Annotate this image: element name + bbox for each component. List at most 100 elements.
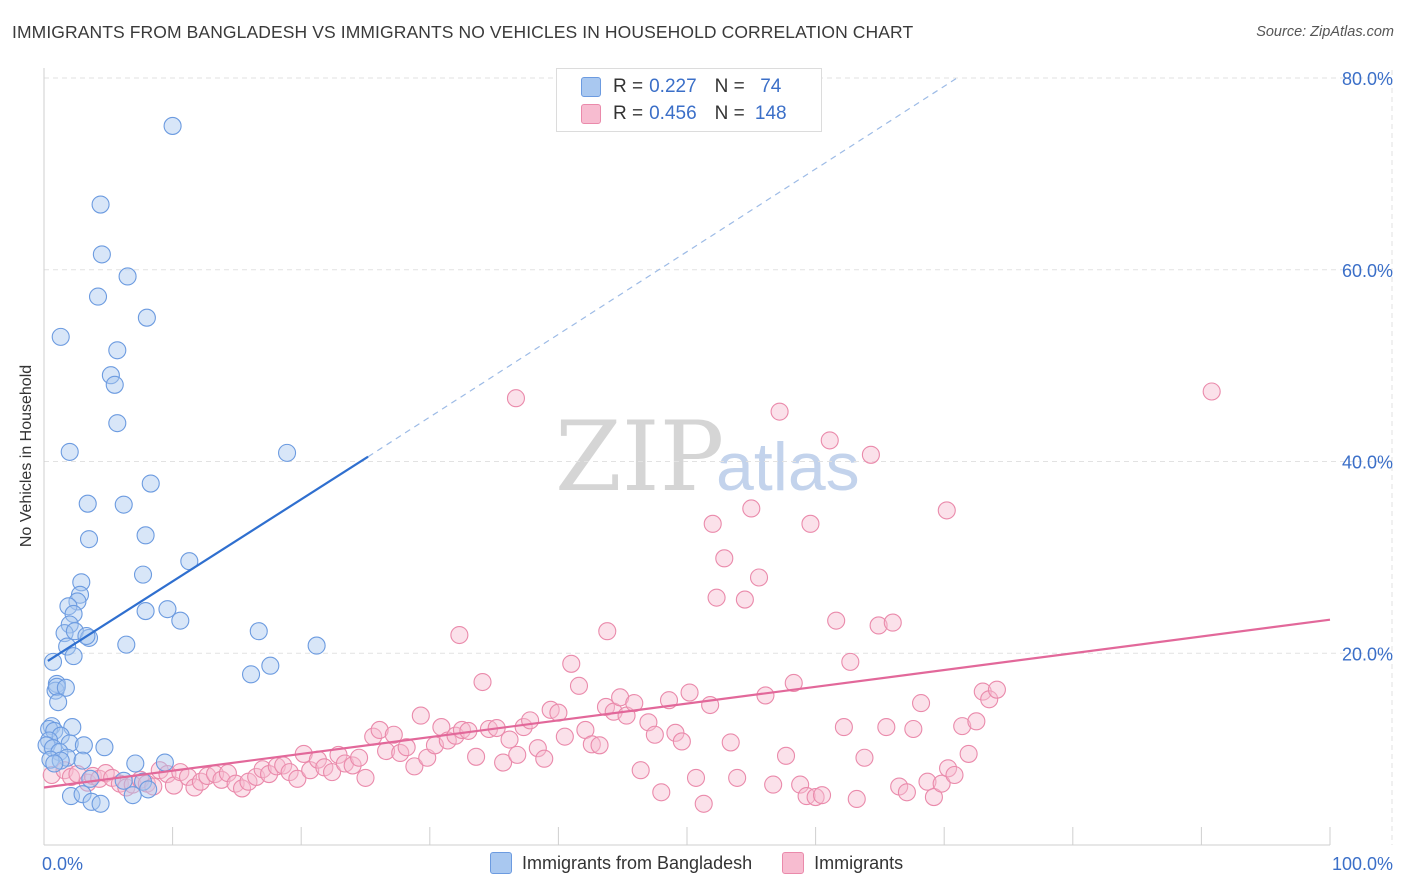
legend-row-immigrants: R = 0.456 N = 148: [581, 102, 791, 126]
r-label: R =: [613, 103, 644, 124]
point-bangladesh: [49, 693, 68, 712]
point-immigrants: [707, 588, 726, 607]
point-immigrants: [694, 794, 713, 813]
point-bangladesh: [91, 794, 110, 813]
n-value: 148: [754, 103, 787, 124]
point-bangladesh: [133, 565, 153, 584]
point-bangladesh: [241, 665, 261, 684]
legend-swatch-bangladesh: [581, 77, 601, 97]
point-immigrants: [987, 680, 1006, 699]
point-bangladesh: [61, 787, 81, 806]
point-bangladesh: [249, 622, 268, 641]
point-bangladesh: [47, 677, 66, 696]
point-immigrants: [959, 744, 978, 763]
point-bangladesh: [101, 366, 120, 385]
point-immigrants: [631, 761, 650, 780]
point-immigrants: [356, 768, 375, 787]
legend-swatch-immigrants: [782, 852, 805, 874]
r-value: 0.227: [649, 76, 697, 97]
point-bangladesh: [163, 116, 182, 135]
legend-item-immigrants: Immigrants: [782, 852, 903, 874]
trend-line-bangladesh: [47, 455, 369, 662]
point-bangladesh: [137, 308, 156, 327]
point-bangladesh: [60, 442, 79, 461]
point-bangladesh: [88, 287, 108, 306]
trend-lines: [43, 77, 1331, 789]
point-immigrants: [323, 763, 342, 782]
point-bangladesh: [171, 611, 190, 630]
point-immigrants: [232, 779, 252, 798]
point-immigrants: [535, 749, 554, 768]
point-immigrants: [555, 727, 574, 746]
legend-label-immigrants: Immigrants: [814, 852, 904, 873]
point-immigrants: [645, 725, 664, 744]
point-immigrants: [841, 652, 860, 671]
point-immigrants: [820, 431, 839, 450]
watermark-atlas: atlas: [716, 429, 860, 505]
point-bangladesh: [114, 495, 133, 514]
point-immigrants: [869, 616, 888, 635]
point-immigrants: [806, 788, 825, 807]
point-immigrants: [897, 783, 916, 802]
point-immigrants: [582, 735, 601, 754]
trend-line-immigrants: [43, 618, 1331, 789]
point-immigrants: [967, 712, 986, 731]
point-immigrants: [672, 732, 691, 751]
point-immigrants: [953, 717, 972, 736]
legend-swatch-immigrants: [581, 104, 601, 124]
point-immigrants: [721, 733, 740, 752]
point-bangladesh: [307, 636, 326, 655]
point-immigrants: [467, 747, 486, 766]
point-bangladesh: [261, 656, 280, 675]
x-tick-label: 100.0%: [1332, 854, 1393, 874]
point-immigrants: [198, 766, 217, 786]
point-immigrants: [569, 676, 589, 695]
point-immigrants: [521, 711, 540, 730]
n-value: 74: [760, 76, 782, 97]
point-immigrants: [770, 402, 789, 421]
n-label: N =: [714, 76, 745, 97]
point-immigrants: [405, 757, 424, 776]
point-bangladesh: [81, 769, 100, 788]
r-label: R =: [613, 76, 644, 97]
point-immigrants: [932, 774, 951, 793]
n-label: N =: [714, 103, 745, 124]
point-immigrants: [562, 654, 581, 673]
point-immigrants: [764, 775, 783, 794]
point-bangladesh: [43, 652, 63, 671]
point-immigrants: [912, 694, 931, 713]
point-immigrants: [715, 549, 734, 568]
point-immigrants: [384, 725, 403, 744]
point-immigrants: [288, 769, 307, 788]
point-immigrants: [703, 514, 722, 533]
point-immigrants: [590, 736, 609, 755]
point-immigrants: [861, 445, 880, 464]
point-immigrants: [855, 748, 874, 767]
point-bangladesh: [118, 267, 137, 286]
point-bangladesh: [126, 754, 145, 773]
point-bangladesh: [155, 753, 174, 772]
point-immigrants: [784, 673, 803, 693]
axes: [43, 68, 1331, 846]
watermark-zip: ZIP: [555, 401, 724, 513]
point-immigrants: [144, 777, 163, 796]
point-immigrants: [924, 788, 943, 807]
point-immigrants: [397, 738, 416, 757]
point-bangladesh: [136, 602, 155, 621]
point-bangladesh: [64, 647, 83, 666]
point-bangladesh: [105, 375, 124, 394]
point-bangladesh: [158, 600, 177, 619]
point-immigrants: [834, 718, 853, 737]
point-immigrants: [801, 514, 820, 533]
point-immigrants: [735, 590, 754, 609]
r-value: 0.456: [649, 103, 697, 124]
point-bangladesh: [108, 341, 127, 360]
y-axis-label: No Vehicles in Household: [18, 364, 35, 548]
point-immigrants: [411, 706, 430, 725]
point-immigrants: [918, 772, 937, 791]
point-immigrants: [370, 720, 389, 740]
correlation-legend: R = 0.227 N = 74 R = 0.456 N = 148: [556, 68, 822, 132]
point-immigrants: [742, 499, 761, 518]
grid-lines: [44, 70, 1393, 845]
